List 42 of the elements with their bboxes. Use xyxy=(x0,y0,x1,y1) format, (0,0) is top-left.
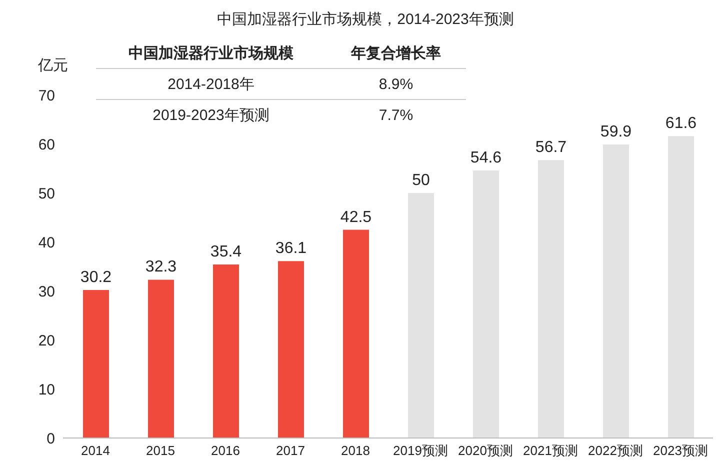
x-tick-label: 2014 xyxy=(81,443,110,458)
annotation: 7.7% xyxy=(378,106,414,126)
chart-title: 中国加湿器行业市场规模，2014-2023年预测 xyxy=(216,10,515,29)
y-tick-label: 0 xyxy=(46,430,55,448)
y-tick-label: 20 xyxy=(38,332,55,350)
bar xyxy=(603,144,629,438)
y-tick-label: 50 xyxy=(38,185,55,202)
bar xyxy=(278,261,304,438)
bar xyxy=(83,290,109,438)
data-label: 30.2 xyxy=(80,269,112,286)
x-tick-label: 2017 xyxy=(276,443,305,458)
bar xyxy=(213,264,239,438)
x-tick-label: 2023预测 xyxy=(653,443,708,458)
x-tick-label: 2016 xyxy=(211,443,240,458)
x-tick-label: 2015 xyxy=(146,443,175,458)
annotation: 2019-2023年预测 xyxy=(152,106,270,126)
y-tick-label: 70 xyxy=(38,87,55,104)
data-label: 59.9 xyxy=(600,123,632,140)
y-tick-label: 60 xyxy=(38,136,55,154)
data-label: 61.6 xyxy=(665,115,697,132)
x-tick-label: 2022预测 xyxy=(588,443,643,458)
x-tick-label: 2019预测 xyxy=(393,443,448,458)
y-tick-label: 10 xyxy=(38,381,55,398)
bar xyxy=(148,280,174,438)
y-tick-label: 40 xyxy=(38,234,55,252)
data-label: 50 xyxy=(412,172,430,189)
bar xyxy=(343,230,369,438)
data-label: 35.4 xyxy=(210,244,242,261)
x-tick-label: 2020预测 xyxy=(458,443,513,458)
bar xyxy=(538,160,564,438)
bar xyxy=(668,136,694,438)
data-label: 32.3 xyxy=(145,258,177,276)
bar xyxy=(408,193,434,438)
data-label: 36.1 xyxy=(275,240,307,258)
data-label: 56.7 xyxy=(535,139,567,156)
data-label: 54.6 xyxy=(470,149,502,166)
x-tick-label: 2021预测 xyxy=(523,443,578,458)
y-axis-title: 亿元 xyxy=(38,56,68,75)
x-tick-label: 2018 xyxy=(341,443,370,458)
data-label: 42.5 xyxy=(340,208,372,226)
y-tick-label: 30 xyxy=(38,283,55,300)
bar xyxy=(473,170,499,438)
